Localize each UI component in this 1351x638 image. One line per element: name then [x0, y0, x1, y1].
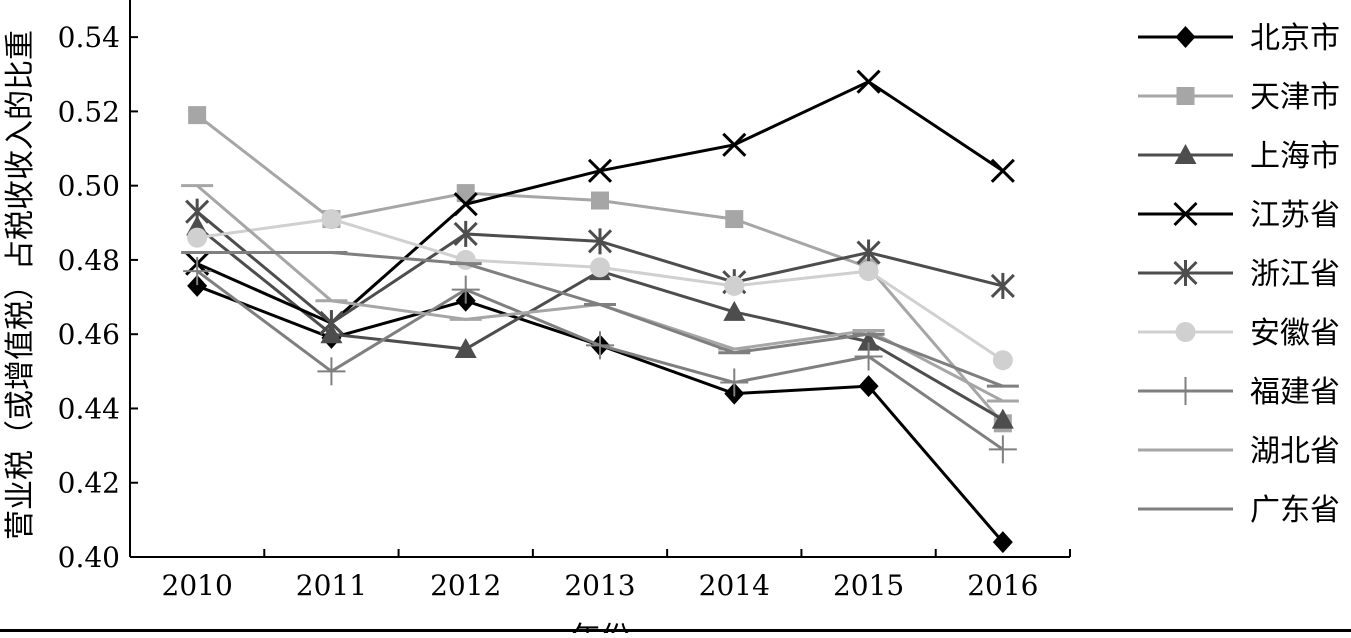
series-8	[181, 184, 1019, 403]
legend-label: 安徽省	[1250, 316, 1340, 351]
legend-label: 上海市	[1250, 139, 1340, 174]
legend-marker	[1174, 144, 1197, 164]
x-tick-label: 2012	[430, 569, 501, 602]
legend-item: 湖北省	[1138, 434, 1340, 469]
legend-item: 安徽省	[1138, 316, 1340, 351]
x-tick-label: 2014	[699, 569, 770, 602]
data-point	[453, 220, 478, 247]
x-tick-label: 2011	[296, 569, 367, 602]
x-tick-label: 2015	[833, 569, 904, 602]
series-9	[181, 251, 1019, 388]
data-point	[724, 275, 745, 296]
data-point	[854, 342, 883, 371]
series-7	[183, 257, 1017, 464]
data-point	[858, 375, 879, 398]
data-point	[319, 310, 344, 337]
data-point	[187, 274, 208, 297]
data-point	[988, 435, 1017, 464]
legend-marker	[1173, 260, 1198, 286]
bottom-rule	[0, 629, 1351, 632]
data-point	[183, 257, 212, 286]
data-point	[187, 227, 208, 248]
legend-label: 江苏省	[1250, 198, 1340, 233]
data-point	[451, 275, 480, 304]
data-point	[720, 368, 749, 397]
data-point	[992, 350, 1013, 371]
data-point	[321, 209, 342, 230]
series-layer	[181, 69, 1019, 554]
data-point	[454, 338, 477, 359]
y-axis-title: 营业税（或增值税）占税收收入的比重	[3, 30, 38, 540]
legend-label: 北京市	[1250, 21, 1340, 56]
legend-marker	[1176, 87, 1195, 105]
legend-item: 上海市	[1138, 139, 1340, 174]
y-tick-label: 0.48	[58, 244, 120, 277]
legend-marker	[1173, 201, 1198, 227]
legend-label: 湖北省	[1250, 434, 1340, 469]
legend-item: 浙江省	[1138, 257, 1340, 292]
series-line	[196, 184, 1004, 403]
data-point	[856, 69, 881, 94]
data-point	[858, 261, 879, 282]
data-point	[590, 257, 610, 278]
data-point	[991, 408, 1014, 429]
legend-marker	[1171, 377, 1200, 405]
data-point	[317, 357, 346, 386]
series-6	[187, 209, 1013, 371]
data-point	[185, 198, 210, 225]
x-tick-label: 2016	[967, 569, 1038, 602]
series-line	[196, 269, 1004, 451]
y-tick-label: 0.44	[58, 392, 120, 425]
y-tick-label: 0.40	[58, 541, 120, 574]
data-point	[857, 330, 880, 351]
data-point	[453, 192, 478, 217]
legend-label: 广东省	[1250, 493, 1340, 528]
data-point	[722, 132, 747, 157]
y-tick-label: 0.50	[58, 170, 120, 203]
series-5	[185, 198, 1015, 337]
legend-label: 浙江省	[1250, 257, 1340, 292]
legend-marker	[1175, 322, 1196, 342]
axes: 0.40 0.42 0.44 0.46 0.48 0.50 0.52 0.54 2010 2011…	[58, 0, 1071, 602]
x-tick-label: 2013	[564, 569, 635, 602]
legend-item: 江苏省	[1138, 198, 1340, 233]
legend-item: 北京市	[1138, 21, 1340, 56]
x-tick-label: 2010	[162, 569, 233, 602]
legend-item: 福建省	[1138, 375, 1340, 410]
y-tick-label: 0.54	[58, 21, 120, 54]
legend-item: 天津市	[1138, 80, 1340, 115]
data-point	[587, 158, 613, 183]
data-point	[188, 106, 207, 125]
y-tick-label: 0.46	[58, 318, 120, 351]
legend-item: 广东省	[1138, 493, 1340, 528]
data-point	[990, 158, 1015, 183]
y-tick-label: 0.52	[58, 95, 120, 128]
data-point	[990, 272, 1015, 299]
legend-label: 天津市	[1250, 80, 1340, 115]
data-point	[591, 191, 609, 210]
data-point	[992, 531, 1013, 554]
data-point	[587, 228, 613, 255]
legend-marker	[1175, 26, 1196, 48]
data-point	[725, 210, 744, 229]
data-point	[586, 331, 614, 360]
data-point	[723, 300, 746, 321]
legend-label: 福建省	[1250, 375, 1340, 410]
y-tick-label: 0.42	[58, 467, 120, 500]
data-point	[456, 184, 475, 203]
